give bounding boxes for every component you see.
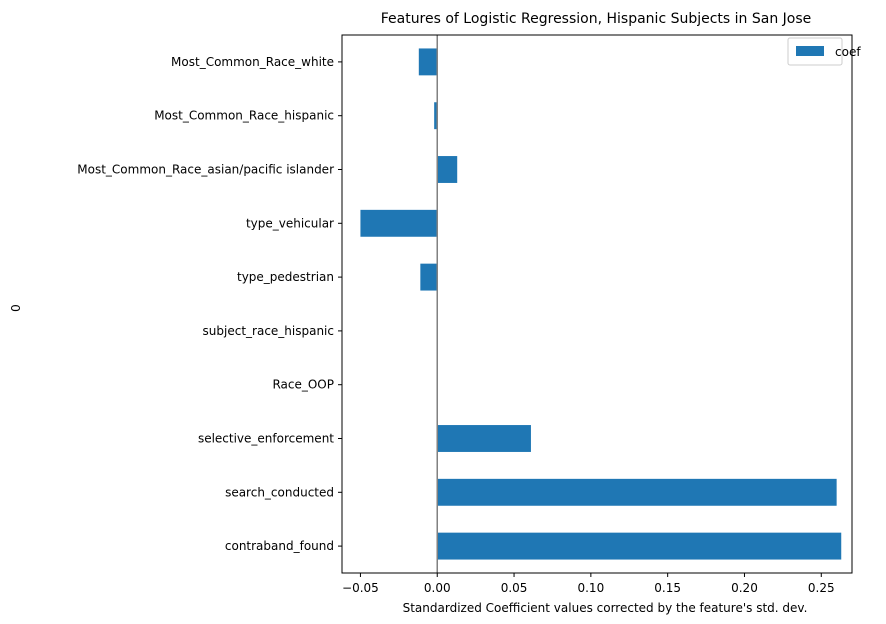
bar-search-conducted — [437, 478, 837, 506]
legend: coef — [787, 37, 861, 66]
bar-contraband-found — [437, 532, 842, 560]
y-tick-label: subject_race_hispanic — [203, 324, 334, 338]
bar-most-common-race-white — [418, 48, 438, 76]
bar-most-common-race-asian-pacific-islander — [437, 156, 458, 183]
bar-most-common-race-hispanic — [434, 102, 438, 130]
bar-type-vehicular — [360, 209, 438, 237]
x-tick-label: 0.20 — [731, 581, 758, 595]
y-tick-label: selective_enforcement — [198, 432, 334, 446]
y-axis-label: 0 — [9, 304, 23, 312]
y-tick-label: contraband_found — [225, 539, 334, 553]
y-tick-label: type_pedestrian — [237, 270, 334, 284]
y-tick-label: Race_OOP — [272, 378, 334, 392]
y-tick-label: Most_Common_Race_hispanic — [154, 109, 334, 123]
y-tick-label: search_conducted — [225, 485, 334, 499]
x-tick-label: 0.05 — [501, 581, 528, 595]
bar-selective-enforcement — [437, 425, 531, 452]
x-tick-label: 0.25 — [808, 581, 835, 595]
x-axis-label: Standardized Coefficient values correcte… — [403, 601, 808, 615]
bars — [360, 48, 842, 560]
x-tick-label: 0.00 — [424, 581, 451, 595]
x-tick-label: 0.15 — [654, 581, 681, 595]
bar-type-pedestrian — [420, 263, 438, 291]
legend-swatch — [796, 46, 824, 56]
x-axis: −0.05 0.00 0.05 0.10 0.15 0.20 0.25 — [342, 573, 835, 595]
legend-label: coef — [835, 45, 861, 59]
y-tick-label: Most_Common_Race_asian/pacific islander — [77, 163, 334, 177]
chart-title: Features of Logistic Regression, Hispani… — [381, 11, 812, 27]
y-axis: contraband_found search_conducted selectiv… — [77, 55, 342, 553]
y-tick-label: Most_Common_Race_white — [171, 55, 334, 69]
x-tick-label: −0.05 — [342, 581, 379, 595]
plot-frame — [341, 34, 853, 574]
x-tick-label: 0.10 — [577, 581, 604, 595]
y-tick-label: type_vehicular — [246, 216, 334, 230]
